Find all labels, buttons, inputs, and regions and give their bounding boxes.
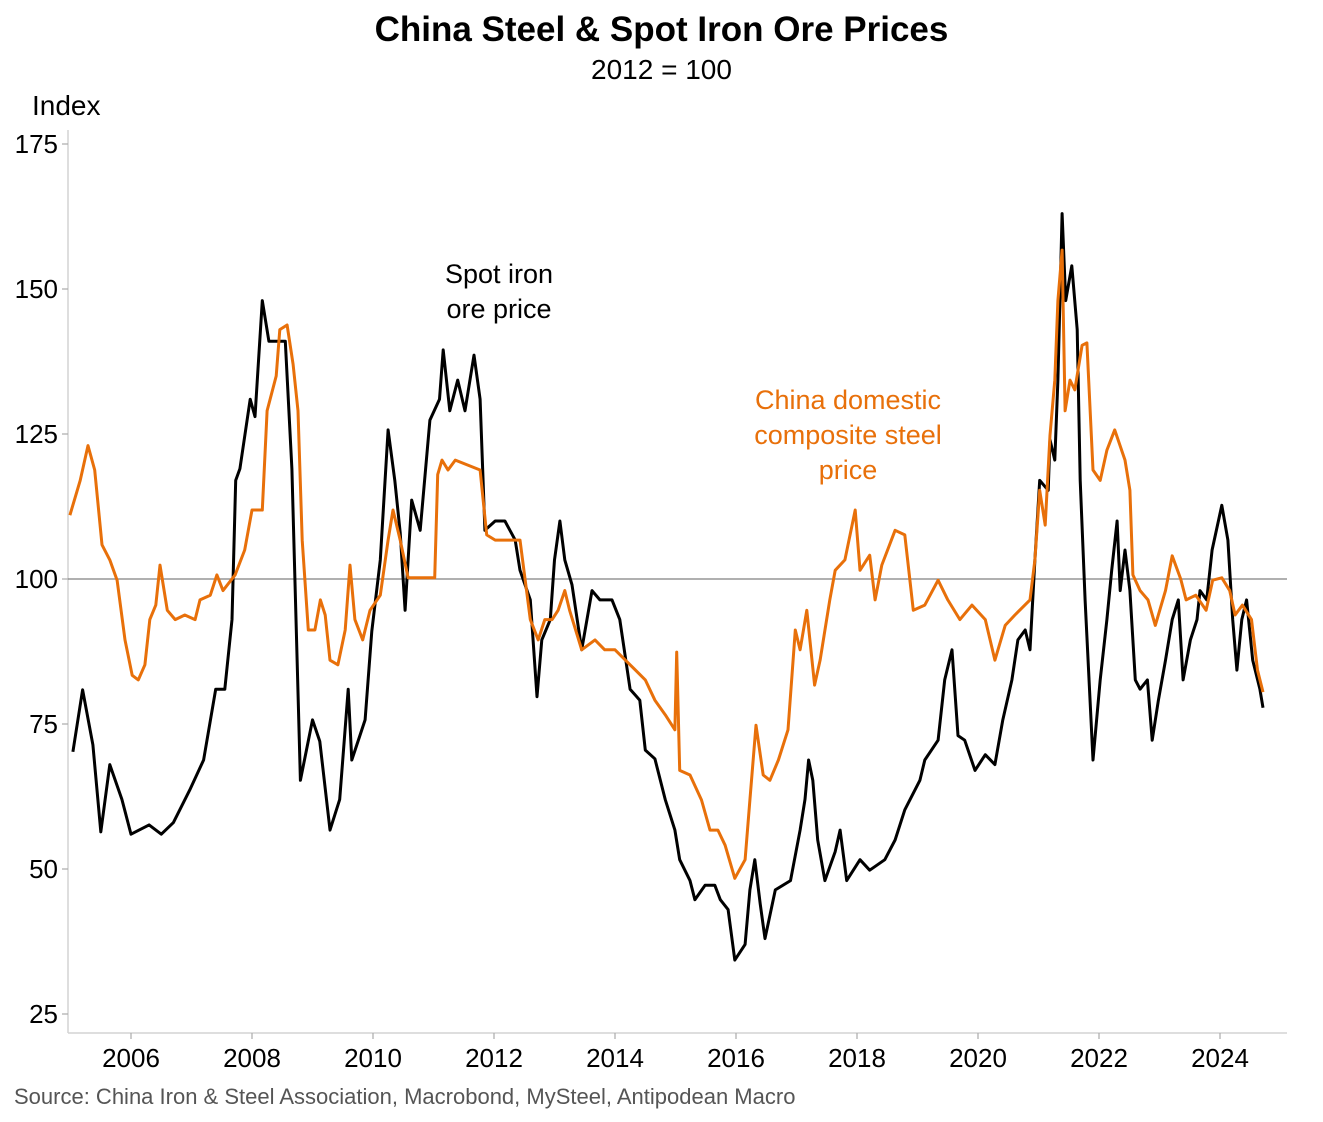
series-group <box>68 212 1265 962</box>
y-axis-label: Index <box>32 90 101 121</box>
series-line-iron_ore <box>71 212 1265 962</box>
x-tick-label: 2022 <box>1070 1043 1128 1073</box>
x-tick-label: 2016 <box>707 1043 765 1073</box>
x-tick-label: 2008 <box>223 1043 281 1073</box>
chart-subtitle: 2012 = 100 <box>591 54 732 85</box>
y-tick-label: 150 <box>15 274 58 304</box>
x-tick-label: 2018 <box>828 1043 886 1073</box>
x-tick-label: 2012 <box>465 1043 523 1073</box>
axes: 25 50 75 100 125 150 175 2006 2008 2010 2012 2014 20… <box>15 129 1287 1073</box>
series-line-steel <box>68 248 1265 880</box>
annotation-iron_ore: Spot iron <box>445 259 553 289</box>
annotation-steel: composite steel <box>754 420 942 450</box>
y-tick-label: 175 <box>15 129 58 159</box>
y-tick-label: 125 <box>15 419 58 449</box>
y-tick-label: 25 <box>29 999 58 1029</box>
annotation-iron_ore: ore price <box>446 294 551 324</box>
source-note: Source: China Iron & Steel Association, … <box>14 1084 796 1109</box>
x-tick-label: 2024 <box>1191 1043 1249 1073</box>
y-tick-label: 100 <box>15 564 58 594</box>
y-tick-label: 50 <box>29 854 58 884</box>
annotation-steel: China domestic <box>755 385 941 415</box>
annotation-steel: price <box>819 455 878 485</box>
x-tick-label: 2020 <box>949 1043 1007 1073</box>
x-tick-label: 2010 <box>344 1043 402 1073</box>
x-tick-label: 2006 <box>102 1043 160 1073</box>
y-tick-label: 75 <box>29 709 58 739</box>
x-tick-label: 2014 <box>586 1043 644 1073</box>
annotations: Spot iron ore price China domestic composit… <box>445 259 942 485</box>
chart-title: China Steel & Spot Iron Ore Prices <box>374 10 949 49</box>
